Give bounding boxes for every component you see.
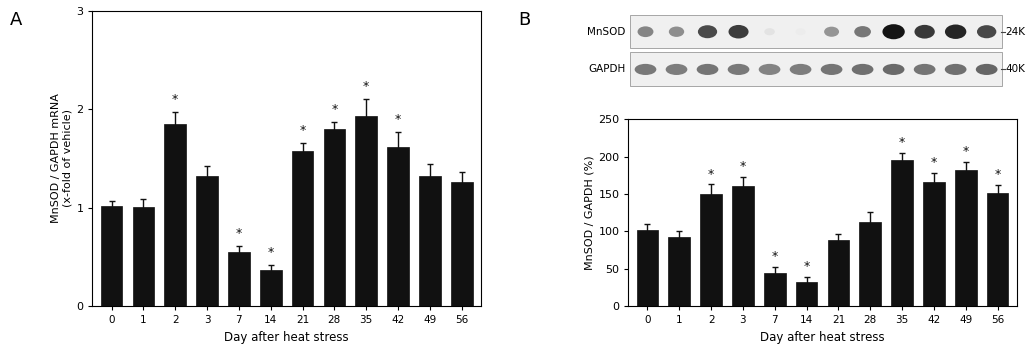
Ellipse shape [854, 26, 871, 37]
Text: *: * [739, 160, 746, 173]
Bar [387, 147, 409, 306]
Text: GAPDH: GAPDH [587, 64, 625, 74]
Bar [630, 15, 1002, 48]
Bar [891, 161, 913, 306]
Ellipse shape [914, 25, 935, 38]
Bar [260, 270, 281, 306]
Ellipse shape [851, 64, 873, 75]
Text: *: * [300, 124, 306, 137]
Ellipse shape [635, 64, 656, 75]
Ellipse shape [665, 64, 687, 75]
Bar [796, 282, 817, 306]
Ellipse shape [945, 25, 966, 39]
Bar [828, 240, 849, 306]
Text: *: * [771, 250, 777, 263]
Bar [419, 176, 441, 306]
Bar [292, 151, 313, 306]
Ellipse shape [638, 26, 653, 37]
Bar [987, 193, 1009, 306]
X-axis label: Day after heat stress: Day after heat stress [760, 331, 885, 344]
Ellipse shape [698, 25, 717, 38]
Ellipse shape [824, 27, 839, 37]
Text: *: * [268, 246, 274, 259]
Text: *: * [899, 136, 905, 149]
Ellipse shape [728, 25, 749, 38]
Bar [669, 237, 690, 306]
Ellipse shape [945, 64, 966, 75]
Bar [923, 182, 945, 306]
Text: *: * [708, 168, 714, 180]
Text: *: * [962, 145, 968, 158]
Bar [132, 207, 154, 306]
Text: *: * [395, 113, 402, 126]
Bar [732, 186, 754, 306]
Ellipse shape [696, 64, 718, 75]
Bar [451, 182, 472, 306]
Bar [164, 124, 186, 306]
Text: *: * [236, 227, 242, 240]
Ellipse shape [976, 64, 997, 75]
Bar [637, 230, 658, 306]
Text: *: * [803, 260, 809, 273]
Text: *: * [332, 103, 338, 116]
Ellipse shape [821, 64, 842, 75]
Text: MnSOD: MnSOD [586, 27, 625, 37]
Bar [700, 194, 722, 306]
Bar [955, 170, 977, 306]
Ellipse shape [977, 25, 996, 38]
Bar [228, 252, 250, 306]
Ellipse shape [883, 64, 905, 75]
Bar [196, 176, 218, 306]
Ellipse shape [914, 64, 936, 75]
Text: *: * [173, 93, 179, 106]
Bar [630, 52, 1002, 86]
Text: 24K: 24K [1005, 27, 1025, 37]
Bar [764, 273, 786, 306]
X-axis label: Day after heat stress: Day after heat stress [224, 331, 349, 344]
Bar [101, 206, 122, 306]
Y-axis label: MnSOD / GAPDH (%): MnSOD / GAPDH (%) [584, 156, 594, 270]
Ellipse shape [790, 64, 811, 75]
Ellipse shape [764, 28, 774, 35]
Ellipse shape [728, 64, 750, 75]
Ellipse shape [796, 28, 805, 35]
Text: B: B [519, 11, 531, 29]
Bar [355, 116, 377, 306]
Text: A: A [10, 11, 23, 29]
Ellipse shape [759, 64, 781, 75]
Text: *: * [930, 156, 937, 169]
Text: *: * [364, 80, 370, 93]
Ellipse shape [669, 27, 684, 37]
Y-axis label: MnSOD / GAPDH mRNA
(x-fold of vehicle): MnSOD / GAPDH mRNA (x-fold of vehicle) [50, 94, 72, 223]
Bar [860, 222, 881, 306]
Ellipse shape [882, 24, 905, 39]
Bar [324, 129, 345, 306]
Text: *: * [994, 168, 1000, 181]
Text: 40K: 40K [1005, 64, 1025, 74]
